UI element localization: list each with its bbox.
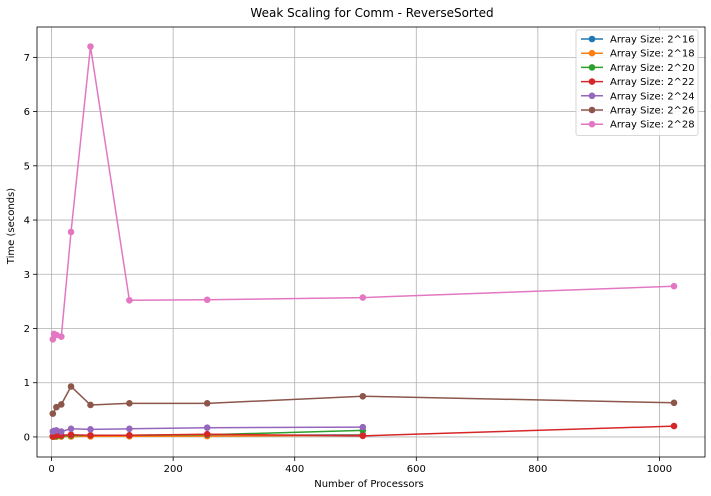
legend-marker [588, 106, 596, 114]
data-point [203, 296, 211, 304]
legend-label: Array Size: 2^28 [610, 120, 695, 131]
y-tick-label: 7 [24, 53, 30, 64]
legend-item: Array Size: 2^22 [581, 77, 695, 88]
data-point [87, 426, 94, 433]
y-tick-label: 3 [24, 270, 30, 281]
legend-marker [588, 49, 596, 57]
axis-ticks: 0 200 400 600 800 1000 0 1 2 3 4 5 6 7 [24, 53, 673, 475]
y-tick-label: 2 [24, 324, 30, 335]
data-point [58, 333, 65, 340]
plot-frame [36, 26, 706, 458]
y-tick-label: 4 [24, 216, 30, 227]
data-point [670, 282, 678, 290]
legend-label: Array Size: 2^26 [610, 106, 695, 117]
legend-label: Array Size: 2^18 [610, 49, 695, 60]
legend: Array Size: 2^16 Array Size: 2^18 Array Si… [575, 29, 699, 136]
data-point [126, 425, 133, 433]
x-tick-label: 800 [528, 464, 547, 475]
x-tick-label: 200 [164, 464, 183, 475]
data-point [126, 400, 133, 407]
chart-title: Weak Scaling for Comm - ReverseSorted [250, 6, 493, 20]
legend-marker [588, 120, 596, 128]
x-tick-label: 400 [285, 464, 304, 475]
data-point [670, 399, 678, 407]
x-tick-label: 600 [407, 464, 426, 475]
data-point [87, 432, 94, 439]
series-6 [49, 383, 678, 417]
y-tick-label: 6 [24, 107, 30, 118]
legend-marker [588, 78, 596, 85]
x-axis-title: Number of Processors [314, 479, 424, 490]
legend-label: Array Size: 2^16 [610, 35, 695, 46]
data-point [49, 336, 57, 343]
series-5 [49, 423, 367, 435]
legend-marker [588, 64, 596, 71]
data-point [87, 401, 94, 409]
series-line [52, 385, 675, 414]
data-point [203, 424, 211, 432]
data-point [359, 392, 367, 400]
series-4 [49, 422, 678, 440]
data-point [203, 400, 211, 407]
y-axis-title: Time (seconds) [6, 188, 17, 265]
data-point [58, 428, 65, 435]
data-point [359, 423, 367, 431]
data-point [670, 422, 678, 430]
legend-marker [588, 35, 596, 43]
data-point [53, 403, 60, 411]
data-point [67, 228, 75, 236]
legend-item: Array Size: 2^26 [581, 106, 695, 117]
y-tick-label: 5 [24, 161, 30, 172]
data-point [58, 401, 65, 408]
legend-label: Array Size: 2^20 [610, 63, 695, 74]
legend-item: Array Size: 2^18 [581, 49, 695, 60]
data-point [67, 425, 75, 433]
data-point [49, 410, 57, 417]
x-tick-label: 1000 [647, 464, 672, 475]
legend-marker [588, 92, 596, 100]
data-point [67, 383, 75, 390]
x-tick-label: 0 [48, 464, 54, 475]
legend-label: Array Size: 2^22 [610, 77, 695, 88]
data-point [126, 432, 133, 439]
legend-item: Array Size: 2^24 [581, 91, 695, 102]
y-tick-label: 1 [24, 378, 30, 389]
legend-item: Array Size: 2^20 [581, 63, 695, 74]
data-point [87, 43, 94, 50]
data-point [126, 296, 133, 304]
data-point [67, 431, 75, 439]
legend-box [575, 29, 699, 136]
data-point [203, 430, 211, 438]
y-tick-label: 0 [24, 432, 30, 443]
data-point [359, 432, 367, 440]
series-7 [49, 43, 678, 343]
data-point [359, 294, 367, 301]
legend-item: Array Size: 2^28 [581, 120, 695, 131]
legend-label: Array Size: 2^24 [610, 91, 695, 102]
series-layer [49, 43, 678, 441]
legend-item: Array Size: 2^16 [581, 35, 695, 46]
